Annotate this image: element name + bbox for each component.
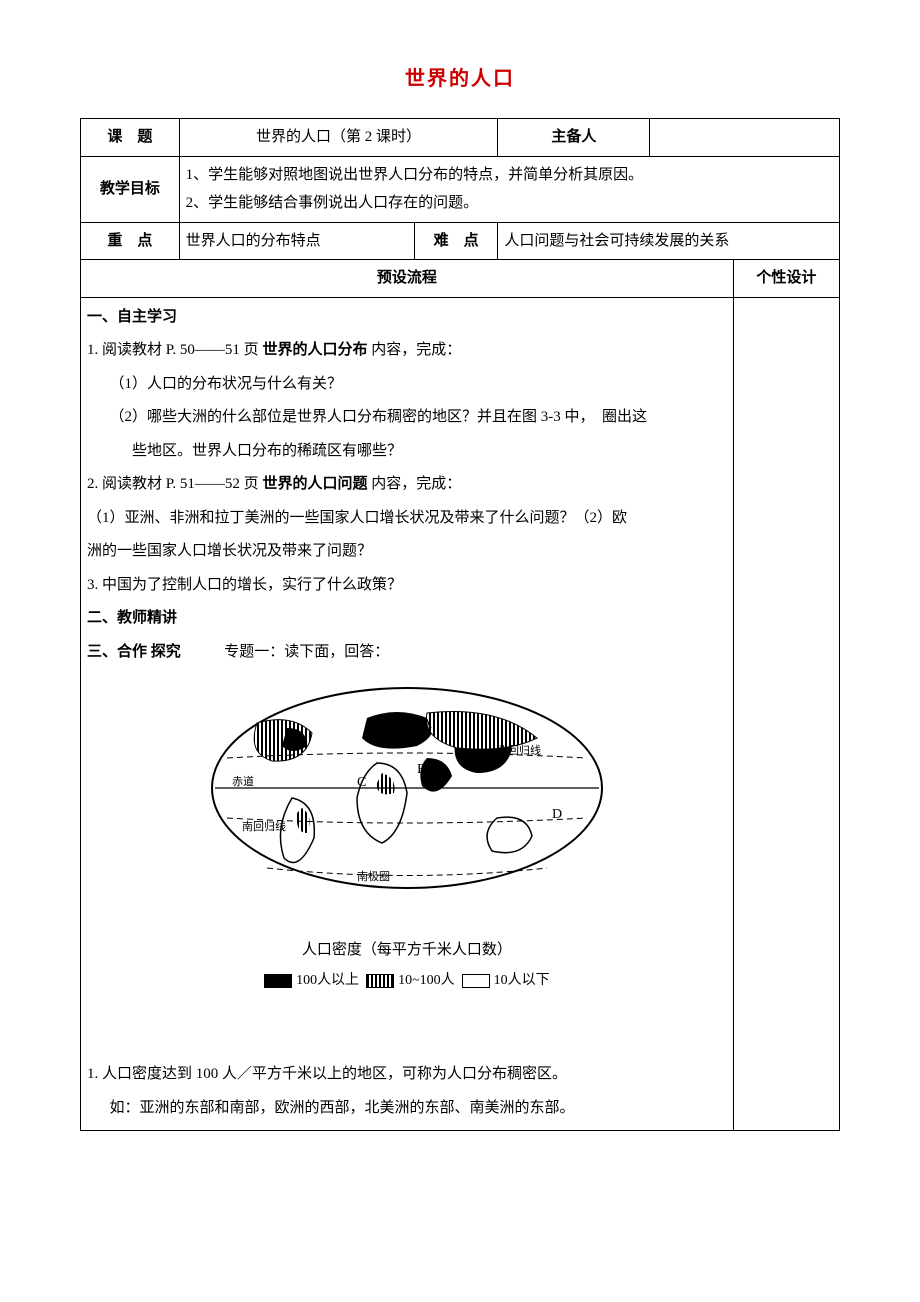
row-subject: 课 题 世界的人口（第 2 课时） 主备人 bbox=[81, 119, 840, 157]
label-keti: 课 题 bbox=[81, 119, 180, 157]
world-map-svg: A B C D 北回归线 赤道 南回归线 南极圈 bbox=[197, 678, 617, 918]
s1-line1-bold: 世界的人口分布 bbox=[262, 342, 367, 358]
keypoint-value: 世界人口的分布特点 bbox=[179, 222, 414, 260]
s1-line1: 1. 阅读教材 P. 50——51 页 世界的人口分布 内容，完成： bbox=[87, 335, 727, 367]
row-objectives: 教学目标 1、学生能够对照地图说出世界人口分布的特点，并简单分析其原因。 2、学… bbox=[81, 156, 840, 222]
difficult-value: 人口问题与社会可持续发展的关系 bbox=[498, 222, 840, 260]
label-zhubeiren: 主备人 bbox=[498, 119, 650, 157]
map-label-north-tropic: 北回归线 bbox=[497, 743, 541, 757]
map-label-equator: 赤道 bbox=[232, 774, 254, 788]
answer-1: 1. 人口密度达到 100 人／平方千米以上的地区，可称为人口分布稠密区。 bbox=[87, 1059, 727, 1091]
subject-value: 世界的人口（第 2 课时） bbox=[179, 119, 498, 157]
map-label-d: D bbox=[552, 807, 562, 822]
map-label-antarctic: 南极圈 bbox=[357, 869, 390, 883]
answer-1-sub: 如：亚洲的东部和南部，欧洲的西部，北美洲的东部、南美洲的东部。 bbox=[87, 1093, 727, 1125]
legend-label-2: 10人以下 bbox=[494, 973, 550, 988]
s1-line2-pre: 2. 阅读教材 P. 51——52 页 bbox=[87, 476, 262, 492]
section3-topic: 专题一：读下面，回答： bbox=[224, 644, 389, 660]
legend-swatch-white bbox=[462, 974, 490, 988]
s1-line2-post: 内容，完成： bbox=[367, 476, 461, 492]
section1-title: 一、自主学习 bbox=[87, 302, 727, 334]
s1-q2b: 些地区。世界人口分布的稀疏区有哪些？ bbox=[87, 436, 727, 468]
label-difficult: 难 点 bbox=[414, 222, 497, 260]
legend-row: 100人以上 10~100人 10人以下 bbox=[87, 966, 727, 995]
s1-q3b: 洲的一些国家人口增长状况及带来了问题？ bbox=[87, 536, 727, 568]
legend-swatch-black bbox=[264, 974, 292, 988]
section2-title: 二、教师精讲 bbox=[87, 603, 727, 635]
row-flow-header: 预设流程 个性设计 bbox=[81, 260, 840, 298]
objectives-cell: 1、学生能够对照地图说出世界人口分布的特点，并简单分析其原因。 2、学生能够结合… bbox=[179, 156, 839, 222]
map-label-c: C bbox=[357, 775, 366, 790]
lesson-table: 课 题 世界的人口（第 2 课时） 主备人 教学目标 1、学生能够对照地图说出世… bbox=[80, 118, 840, 1131]
map-label-a: A bbox=[422, 717, 433, 732]
world-map-figure: A B C D 北回归线 赤道 南回归线 南极圈 人口密度（每平方千米人口数） … bbox=[87, 670, 727, 999]
legend-label-0: 100人以上 bbox=[296, 973, 359, 988]
personal-design-cell bbox=[733, 297, 839, 1131]
objective-2: 2、学生能够结合事例说出人口存在的问题。 bbox=[186, 189, 833, 218]
s1-line2-bold: 世界的人口问题 bbox=[262, 476, 367, 492]
section3-lead: 三、合作 探究 bbox=[87, 644, 181, 660]
section3-line: 三、合作 探究 专题一：读下面，回答： bbox=[87, 637, 727, 669]
s1-q3a: （1）亚洲、非洲和拉丁美洲的一些国家人口增长状况及带来了什么问题？（2）欧 bbox=[87, 503, 727, 535]
legend-title: 人口密度（每平方千米人口数） bbox=[87, 935, 727, 967]
map-label-b: B bbox=[417, 762, 426, 777]
s1-line1-pre: 1. 阅读教材 P. 50——51 页 bbox=[87, 342, 262, 358]
row-content: 一、自主学习 1. 阅读教材 P. 50——51 页 世界的人口分布 内容，完成… bbox=[81, 297, 840, 1131]
label-keypoint: 重 点 bbox=[81, 222, 180, 260]
s1-line1-post: 内容，完成： bbox=[367, 342, 461, 358]
objective-1: 1、学生能够对照地图说出世界人口分布的特点，并简单分析其原因。 bbox=[186, 161, 833, 190]
s1-q1: （1）人口的分布状况与什么有关？ bbox=[87, 369, 727, 401]
s1-line2: 2. 阅读教材 P. 51——52 页 世界的人口问题 内容，完成： bbox=[87, 469, 727, 501]
label-preset-flow: 预设流程 bbox=[81, 260, 734, 298]
row-points: 重 点 世界人口的分布特点 难 点 人口问题与社会可持续发展的关系 bbox=[81, 222, 840, 260]
legend-swatch-hatch bbox=[366, 974, 394, 988]
content-main: 一、自主学习 1. 阅读教材 P. 50——51 页 世界的人口分布 内容，完成… bbox=[81, 297, 734, 1131]
map-label-south-tropic: 南回归线 bbox=[242, 819, 286, 833]
label-objectives: 教学目标 bbox=[81, 156, 180, 222]
label-personal-design: 个性设计 bbox=[733, 260, 839, 298]
s1-q4: 3. 中国为了控制人口的增长，实行了什么政策？ bbox=[87, 570, 727, 602]
page-title: 世界的人口 bbox=[80, 60, 840, 98]
s1-q2a: （2）哪些大洲的什么部位是世界人口分布稠密的地区？并且在图 3-3 中， 圈出这 bbox=[87, 402, 727, 434]
legend-label-1: 10~100人 bbox=[398, 973, 455, 988]
main-preparer-value bbox=[650, 119, 840, 157]
